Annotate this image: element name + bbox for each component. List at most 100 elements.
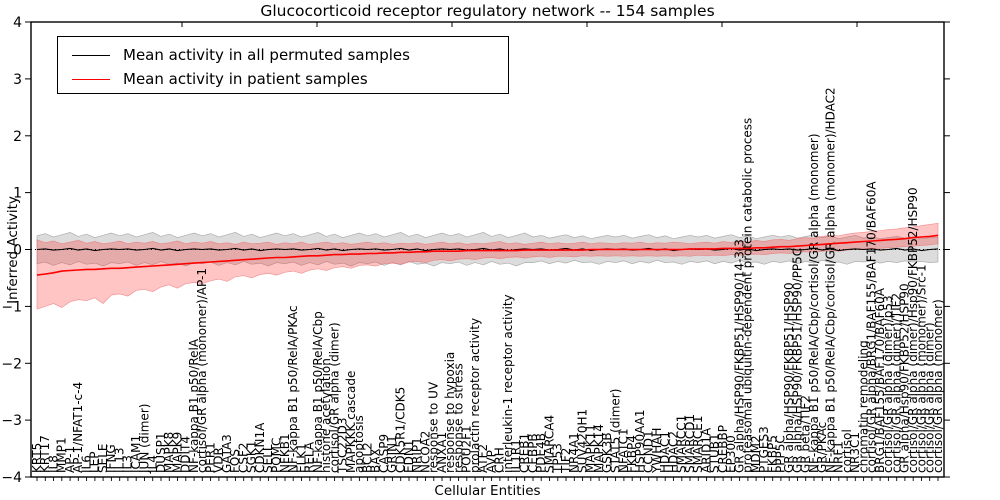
legend-box: Mean activity in all permuted samples Me… (57, 36, 509, 94)
x-tick-label: EDN1 (402, 440, 416, 473)
x-tick-label: NF-kappa B1 p50/RelA/PKAc (286, 305, 300, 473)
x-tick-label: NFKB1 (278, 433, 292, 473)
y-tick-label: 1 (13, 186, 22, 202)
x-tick-label: ELK1 (294, 443, 308, 473)
x-tick-label: prolactin receptor activity (468, 318, 482, 473)
x-tick-label: ARID1A (699, 427, 713, 473)
x-tick-label: SMARCE1 (691, 415, 705, 473)
patient-line-sample (72, 78, 110, 80)
permuted-mean-line (36, 247, 939, 252)
patient-mean-line (36, 234, 939, 276)
x-tick-label: HDAC1 (658, 431, 672, 473)
x-tick-label: cortisol/GR alpha (dimer)/Hsp90/FKBP52/H… (906, 187, 920, 473)
x-tick-label: DDIT4 (179, 436, 193, 473)
x-tick-label: DUSP1 (154, 432, 168, 473)
x-tick-label: ATF2 (476, 444, 490, 473)
x-tick-label: EP300 (724, 435, 738, 473)
patient-confidence-band (36, 222, 939, 310)
x-axis-label: Cellular Entities (434, 483, 541, 499)
x-tick-label: SMARCC1 (675, 415, 689, 473)
x-tick-label: NF-kappa B1 p50/RelA/Cbp (311, 311, 325, 473)
legend-label-patient: Mean activity in patient samples (123, 70, 368, 88)
x-tick-label: FKBP5 (766, 435, 780, 473)
y-tick-label: −2 (1, 356, 22, 372)
x-tick-label: CEBPB (526, 433, 540, 473)
legend-label-permuted: Mean activity in all permuted samples (123, 46, 410, 64)
x-tick-label: GR/PKAc (815, 422, 829, 473)
x-tick-label: CREB1 (518, 433, 532, 473)
x-tick-label: HDAC2 (666, 431, 680, 473)
x-tick-label: POMC (270, 438, 284, 473)
permuted-line-sample (72, 54, 110, 56)
x-tick-label: CCND1 (642, 430, 656, 473)
x-tick-label: IFNG (104, 444, 118, 473)
x-tick-label: GRIN1 (385, 435, 399, 473)
x-tick-label: GATA3 (220, 434, 234, 473)
x-tick-label: SUV420H1 (575, 409, 589, 473)
x-tick-label: NFATC1 (617, 428, 631, 473)
x-tick-label: MMP1 (55, 437, 69, 473)
x-tick-label: PPP5C (774, 435, 788, 473)
x-tick-label: ICAM1 (129, 435, 143, 473)
x-tick-label: KRT5 (30, 443, 44, 473)
x-tick-label: NR3C1 (848, 432, 862, 473)
x-tick-label: cortisol/GR alpha (dimer)/TIF2 (890, 293, 904, 473)
legend-item-permuted: Mean activity in all permuted samples (58, 42, 410, 68)
x-tick-label: IL4 (146, 455, 160, 473)
x-tick-label: SELE (96, 444, 110, 473)
x-tick-label: YWHAH (650, 428, 664, 474)
y-tick-label: −3 (1, 413, 22, 429)
x-tick-label: GR alpha/Hsp90/FKBP52/HSP90 (898, 283, 912, 473)
x-tick-label: NRIP1 (410, 437, 424, 473)
x-tick-label: PER1 (203, 442, 217, 473)
x-tick-label: MAPKKK cascade (344, 371, 358, 473)
x-tick-label: RELA (303, 441, 317, 473)
x-tick-label: MAPK9 (170, 432, 184, 473)
x-tick-label: cortisol/GR alpha/BRG1/BAF155/BAF170/BAF… (865, 181, 879, 473)
x-tick-label: JUN (dimer) (137, 404, 151, 474)
x-tick-label: SMARCD1 (683, 414, 697, 473)
x-tick-label: MDM2 (749, 435, 763, 473)
x-tick-label: SELL (261, 444, 275, 473)
x-tick-label: cortisol (840, 429, 854, 473)
y-tick-label: −4 (1, 470, 22, 486)
legend-item-patient: Mean activity in patient samples (58, 66, 368, 92)
x-tick-label: chromatin remodeling (856, 340, 870, 473)
y-tick-label: −1 (1, 299, 22, 315)
x-tick-label: KRT17 (38, 435, 52, 473)
x-tick-label: MAPK11 (584, 424, 598, 473)
x-tick-label: HSP90AA1 (633, 409, 647, 473)
x-tick-label: GSK3B (600, 432, 614, 473)
x-tick-label: FKBP4 (625, 435, 639, 473)
y-tick-label: 2 (13, 129, 22, 145)
x-tick-label: NF-kappa B1 p50/RelA/Cbp/cortisol/GR alp… (807, 134, 821, 474)
x-tick-label: BRG1/BAF155/BAF170/BAF60A (873, 287, 887, 473)
x-tick-label: SGK1 (245, 441, 259, 473)
x-tick-label: ANXA1 (435, 432, 449, 473)
x-tick-label: CRH (493, 447, 507, 473)
x-tick-label: CREBBP (716, 425, 730, 473)
x-tick-label: PTGES3 (757, 426, 771, 473)
x-tick-label: response to UV (427, 381, 441, 473)
x-tick-label: NF-kappa B1 p50/RelA/Cbp/cortisol/GR alp… (823, 87, 837, 473)
x-tick-label: IL1R1 (509, 439, 523, 473)
x-tick-label: CSF2 (237, 442, 251, 473)
x-tick-label: LEP (88, 451, 102, 473)
x-tick-label: IL3 (121, 455, 135, 473)
x-tick-label: CASP9 (377, 434, 391, 473)
x-tick-label: NF-kappa B1 p50/RelA (187, 338, 201, 473)
chart-title: Glucocorticoid receptor regulatory netwo… (260, 2, 715, 20)
y-tick-label: 4 (13, 15, 22, 31)
x-tick-label: CDKN1A (253, 422, 267, 473)
x-tick-label: BAX (369, 448, 383, 473)
y-tick-label: 0 (13, 243, 22, 259)
x-tick-label: response to hypoxia (443, 352, 457, 473)
x-tick-label: POU2F1 (460, 425, 474, 473)
x-tick-label: AVP (484, 450, 498, 473)
x-tick-label: interleukin-1 receptor activity (501, 294, 515, 473)
x-tick-label: IL13 (113, 448, 127, 474)
x-tick-label: AP-1 (63, 446, 77, 473)
x-tick-label: TP53 (551, 443, 565, 474)
x-tick-label: cortisol/GR alpha (monomer)/Src-1 (914, 264, 928, 473)
x-tick-label: VDR (212, 447, 226, 473)
